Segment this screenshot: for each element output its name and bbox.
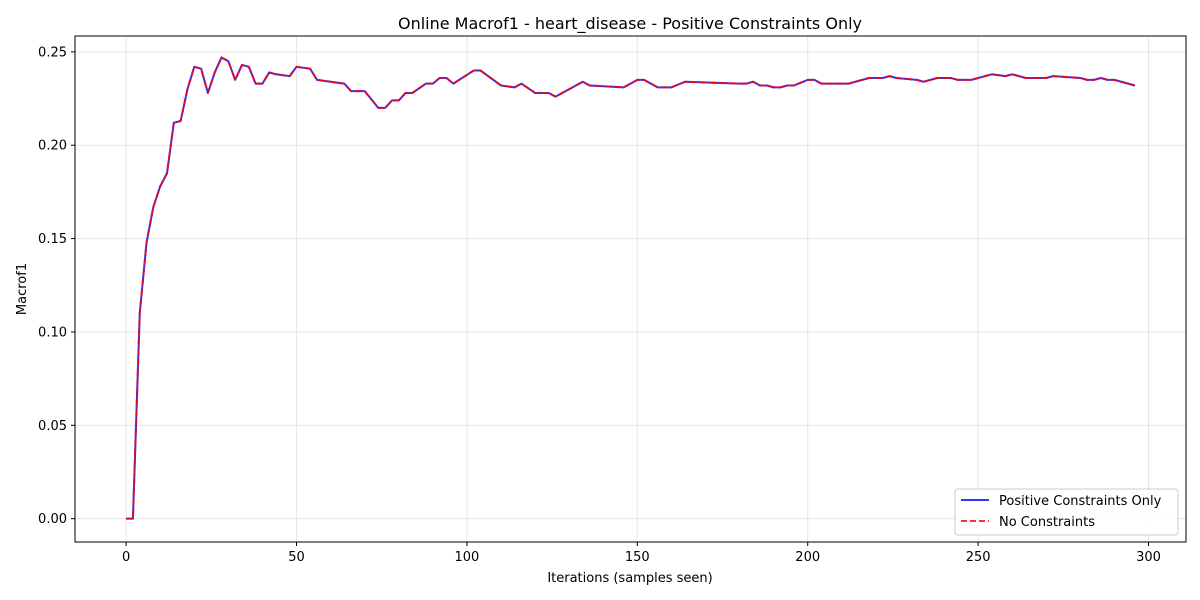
y-tick-label: 0.10 (38, 325, 67, 340)
y-tick-label: 0.00 (38, 512, 67, 527)
y-tick-label: 0.15 (38, 232, 67, 247)
y-axis-label: Macrof1 (15, 263, 30, 315)
series-line-no-constraints (126, 56, 1136, 520)
x-tick-label: 0 (122, 550, 130, 565)
grid (75, 36, 1186, 542)
y-tick-label: 0.20 (38, 139, 67, 154)
x-tick-label: 200 (795, 550, 820, 565)
x-tick-label: 300 (1136, 550, 1161, 565)
legend-box (954, 488, 1179, 536)
y-tick-label: 0.05 (38, 419, 67, 434)
x-tick-label: 150 (625, 550, 650, 565)
x-tick-label: 50 (288, 550, 305, 565)
chart-title: Online Macrof1 - heart_disease - Positiv… (398, 14, 862, 34)
legend-label-no-constraints: No Constraints (999, 515, 1095, 530)
x-tick-label: 100 (455, 550, 480, 565)
legend: Positive Constraints Only No Constraints (954, 488, 1179, 536)
x-axis-label: Iterations (samples seen) (547, 571, 712, 586)
series-lines (126, 56, 1136, 520)
legend-label-positive-constraints: Positive Constraints Only (999, 494, 1162, 509)
x-tick-label: 250 (966, 550, 991, 565)
axis-ticks: 0 50 100 150 200 250 300 0.00 0.05 0.10 0.15 0.20 0.… (38, 45, 1161, 565)
y-tick-label: 0.25 (38, 45, 67, 60)
plot-frame (74, 35, 1187, 543)
